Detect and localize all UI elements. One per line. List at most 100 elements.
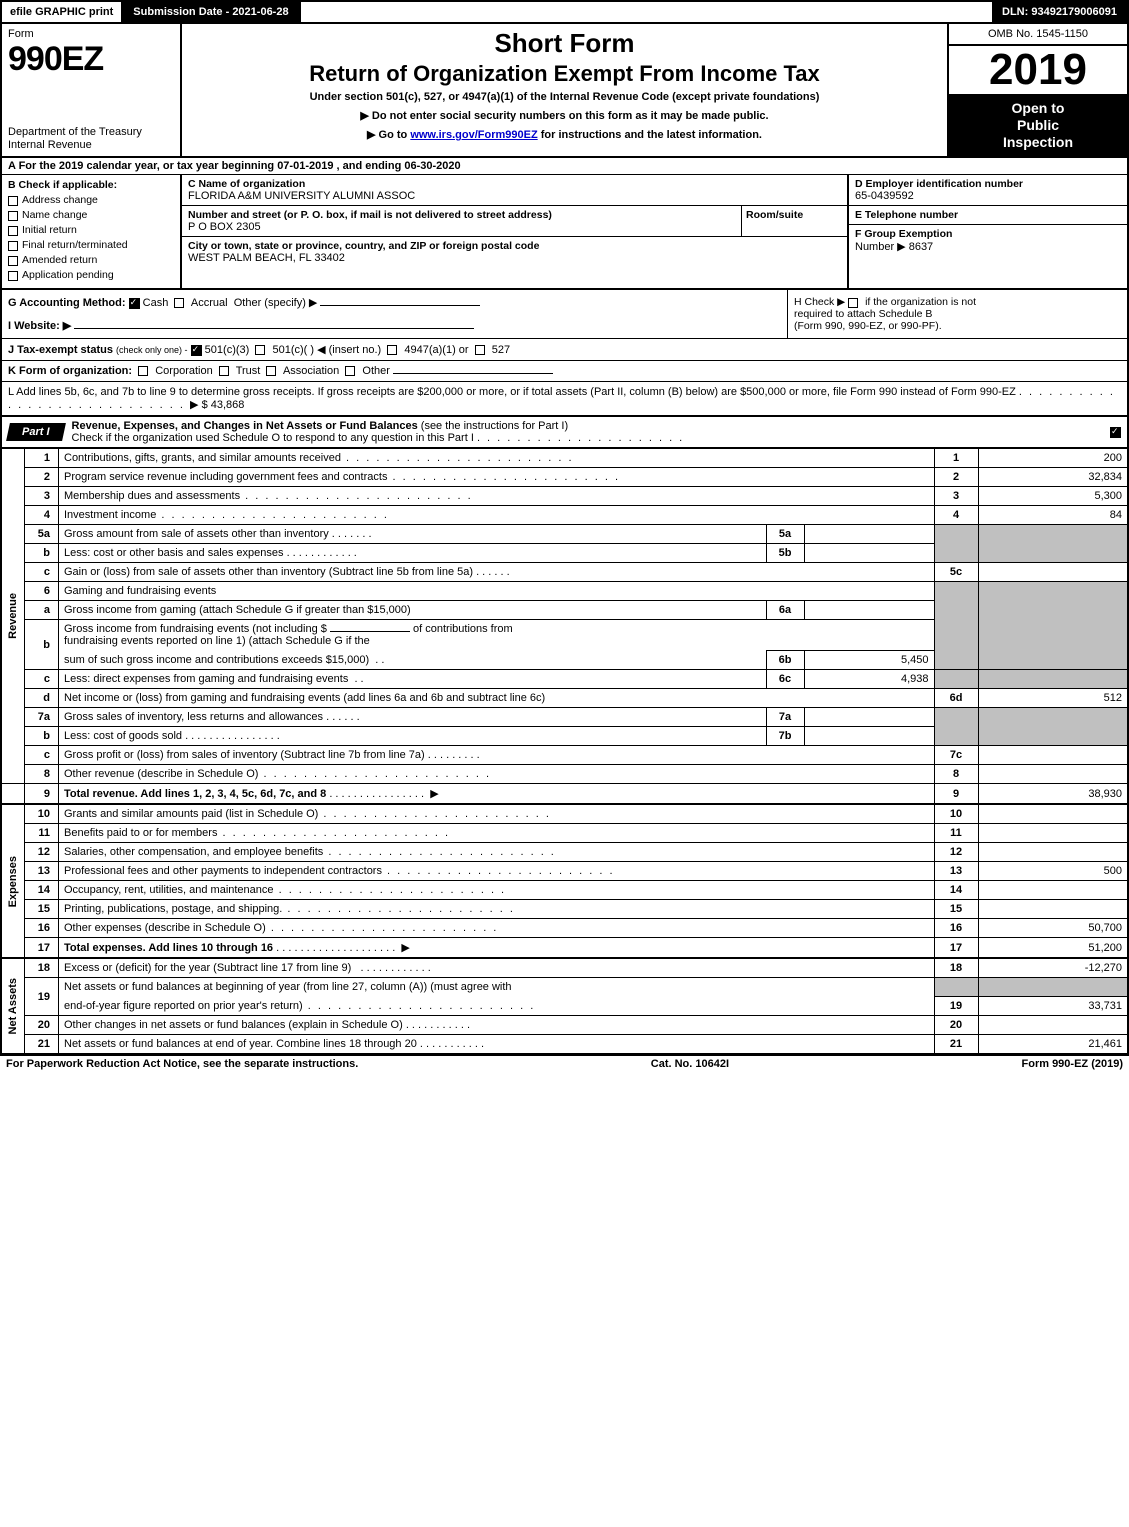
header-center: Short Form Return of Organization Exempt…	[182, 24, 947, 156]
line-12-desc: Salaries, other compensation, and employ…	[64, 846, 323, 858]
j-insert: ◀ (insert no.)	[317, 344, 381, 356]
line-10-amt	[978, 804, 1128, 824]
checkbox-address-change[interactable]	[8, 196, 18, 206]
line-12-amt	[978, 843, 1128, 862]
net-assets-side-label: Net Assets	[1, 958, 25, 1054]
goto-pre: ▶ Go to	[367, 129, 410, 141]
row-J: J Tax-exempt status (check only one) - 5…	[0, 339, 1129, 361]
checkbox-initial-return[interactable]	[8, 226, 18, 236]
line-21-ref: 21	[934, 1034, 978, 1054]
line-19-desc1: Net assets or fund balances at beginning…	[59, 978, 935, 997]
line-6a-subval	[804, 601, 934, 620]
line-15-ref: 15	[934, 900, 978, 919]
checkbox-501c3-checked[interactable]	[191, 345, 202, 356]
city-label: City or town, state or province, country…	[188, 240, 841, 252]
efile-print-button[interactable]: efile GRAPHIC print	[2, 2, 123, 22]
line-6b-num: b	[25, 620, 59, 670]
checkbox-accrual[interactable]	[174, 298, 184, 308]
line-18-amt: -12,270	[978, 958, 1128, 978]
l-value: $ 43,868	[202, 399, 245, 411]
line-7b-num: b	[25, 727, 59, 746]
line-6a-desc: Gross income from gaming (attach Schedul…	[59, 601, 767, 620]
line-13-ref: 13	[934, 862, 978, 881]
checkbox-527[interactable]	[475, 345, 485, 355]
checkbox-h[interactable]	[848, 298, 858, 308]
line-8-num: 8	[25, 765, 59, 784]
line-16-num: 16	[25, 919, 59, 938]
website-input[interactable]	[74, 328, 474, 329]
line-6-desc: Gaming and fundraising events	[59, 582, 935, 601]
open-to: Open to	[953, 100, 1123, 117]
expenses-side-label: Expenses	[1, 804, 25, 958]
checkbox-trust[interactable]	[219, 366, 229, 376]
group-exemption-label2: Number ▶	[855, 241, 906, 253]
j-527: 527	[492, 344, 510, 356]
checkbox-final-return[interactable]	[8, 241, 18, 251]
org-name-label: C Name of organization	[188, 178, 841, 190]
line-6b-blank[interactable]	[330, 631, 410, 632]
header-right: OMB No. 1545-1150 2019 Open to Public In…	[947, 24, 1127, 156]
line-11-ref: 11	[934, 824, 978, 843]
irs-link[interactable]: www.irs.gov/Form990EZ	[410, 129, 537, 141]
line-20-ref: 20	[934, 1015, 978, 1034]
opt-address-change: Address change	[22, 194, 98, 206]
line-21-amt: 21,461	[978, 1034, 1128, 1054]
line-9-desc: Total revenue. Add lines 1, 2, 3, 4, 5c,…	[64, 788, 326, 800]
line-7c-desc: Gross profit or (loss) from sales of inv…	[64, 749, 425, 761]
opt-application-pending: Application pending	[22, 269, 114, 281]
k-other-input[interactable]	[393, 373, 553, 374]
line-10-ref: 10	[934, 804, 978, 824]
part1-header: Part I Revenue, Expenses, and Changes in…	[0, 417, 1129, 448]
part1-inst: (see the instructions for Part I)	[421, 420, 568, 432]
line-5b-sub: 5b	[766, 544, 804, 563]
line-20-num: 20	[25, 1015, 59, 1034]
j-4947: 4947(a)(1) or	[404, 344, 468, 356]
section-DEF: D Employer identification number 65-0439…	[847, 175, 1127, 288]
line-5b-desc: Less: cost or other basis and sales expe…	[64, 547, 284, 559]
line-5b-subval	[804, 544, 934, 563]
line-7b-sub: 7b	[766, 727, 804, 746]
goto-line: ▶ Go to www.irs.gov/Form990EZ for instru…	[190, 128, 939, 141]
return-title: Return of Organization Exempt From Incom…	[190, 61, 939, 87]
checkbox-amended-return[interactable]	[8, 256, 18, 266]
checkbox-cash-checked[interactable]	[129, 298, 140, 309]
checkbox-application-pending[interactable]	[8, 271, 18, 281]
checkbox-name-change[interactable]	[8, 211, 18, 221]
line-6b-desc4: sum of such gross income and contributio…	[64, 654, 369, 666]
public: Public	[953, 117, 1123, 134]
line-7a-subval	[804, 708, 934, 727]
line-17-ref: 17	[934, 938, 978, 959]
tax-year: 2019	[949, 46, 1127, 94]
line-7c-ref: 7c	[934, 746, 978, 765]
footer-left: For Paperwork Reduction Act Notice, see …	[6, 1058, 358, 1070]
line-8-amt	[978, 765, 1128, 784]
checkbox-4947[interactable]	[387, 345, 397, 355]
g-accrual: Accrual	[191, 297, 228, 309]
checkbox-corporation[interactable]	[138, 366, 148, 376]
h-pre: H Check ▶	[794, 296, 848, 308]
line-11-num: 11	[25, 824, 59, 843]
checkbox-schedule-o-checked[interactable]	[1110, 427, 1121, 438]
line-12-ref: 12	[934, 843, 978, 862]
checkbox-association[interactable]	[266, 366, 276, 376]
page-footer: For Paperwork Reduction Act Notice, see …	[0, 1055, 1129, 1072]
line-1-ref: 1	[934, 449, 978, 468]
omb-number: OMB No. 1545-1150	[949, 24, 1127, 46]
line-19-ref: 19	[934, 996, 978, 1015]
line-7b-subval	[804, 727, 934, 746]
line-6a-num: a	[25, 601, 59, 620]
submission-date-button[interactable]: Submission Date - 2021-06-28	[123, 2, 300, 22]
line-6d-num: d	[25, 689, 59, 708]
line-15-num: 15	[25, 900, 59, 919]
g-other-input[interactable]	[320, 305, 480, 306]
inspection-box: Open to Public Inspection	[949, 94, 1127, 156]
line-6d-ref: 6d	[934, 689, 978, 708]
line-4-num: 4	[25, 506, 59, 525]
checkbox-501c[interactable]	[255, 345, 265, 355]
ein-value: 65-0439592	[855, 190, 1121, 202]
checkbox-other-org[interactable]	[345, 366, 355, 376]
i-label: I Website: ▶	[8, 320, 71, 332]
line-18-desc: Excess or (deficit) for the year (Subtra…	[64, 962, 351, 974]
line-6c-num: c	[25, 670, 59, 689]
line-8-desc: Other revenue (describe in Schedule O)	[64, 768, 258, 780]
